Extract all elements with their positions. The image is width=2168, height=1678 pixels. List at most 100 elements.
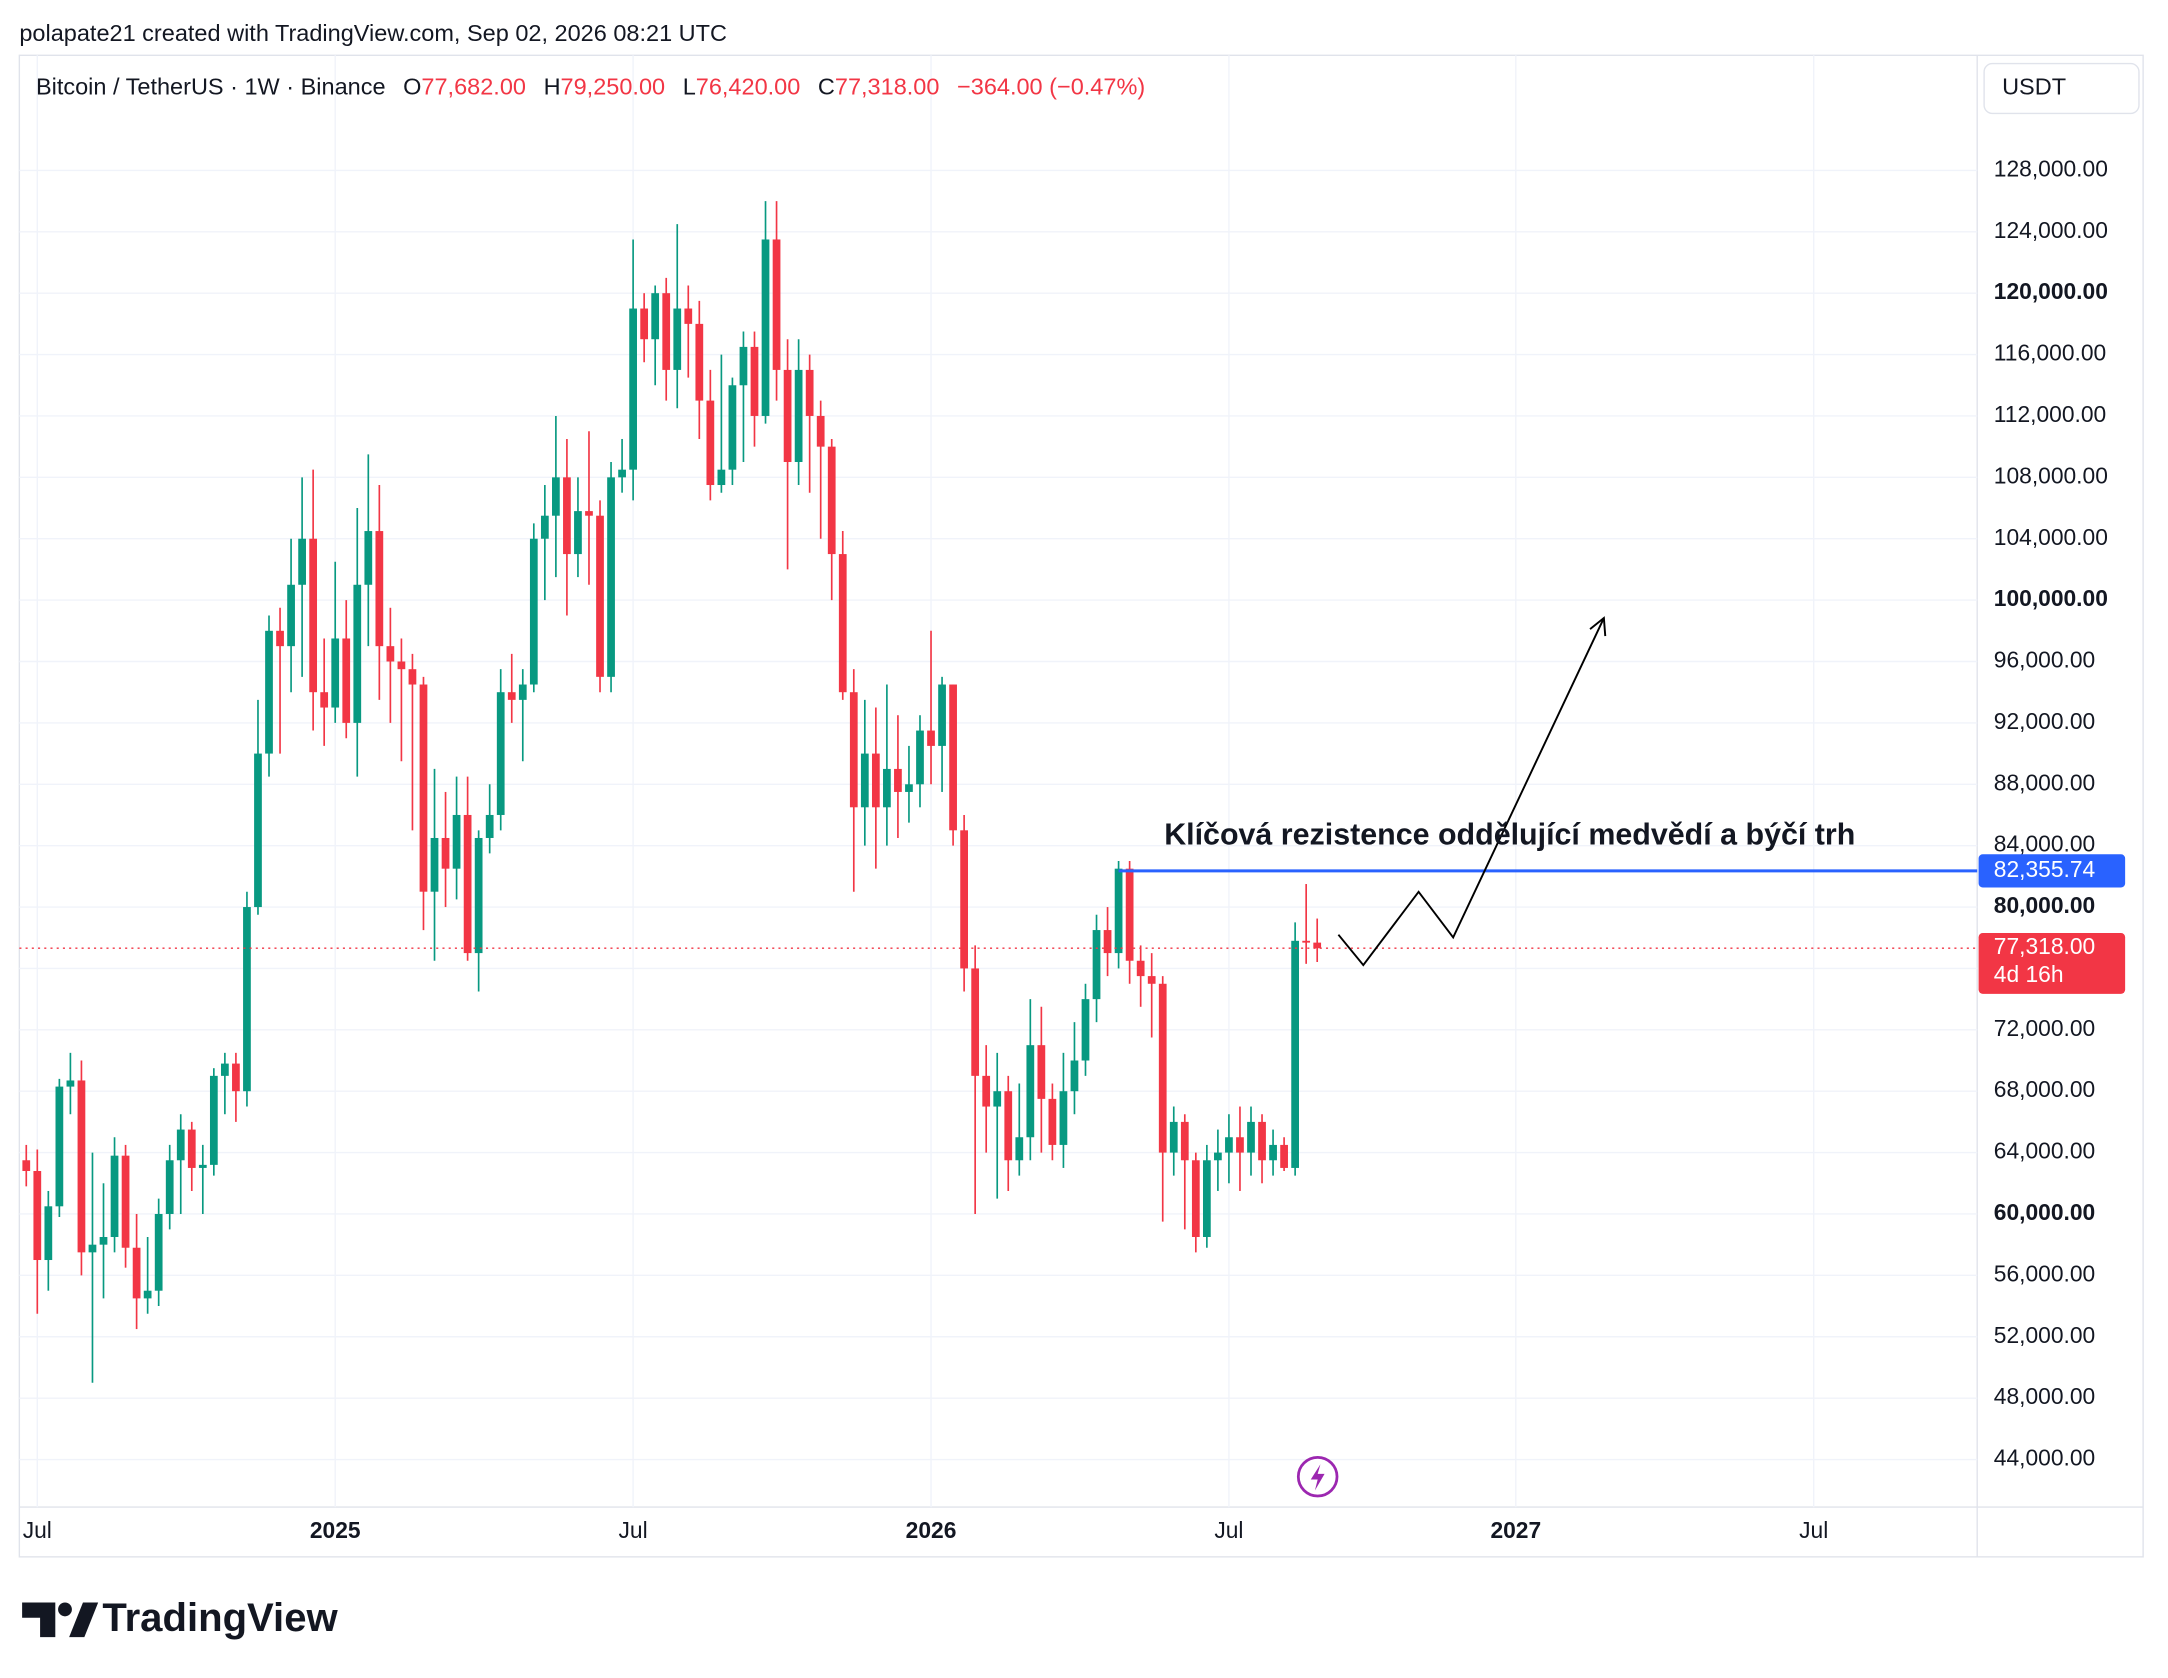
candle-body [916,730,924,785]
candle-body [805,369,814,416]
y-tick-label: 108,000.00 [1994,462,2108,488]
y-tick-label: 128,000.00 [1994,155,2108,181]
candle-body [783,369,792,462]
logo-dot [58,1602,72,1617]
candle-body [1313,942,1322,949]
chart-frame [18,54,2144,1558]
y-tick-label: 84,000.00 [1994,831,2095,857]
candle-body [894,768,902,792]
candle-body [1236,1137,1244,1153]
candle-body [331,638,340,708]
candle-body [1114,868,1123,954]
candles [22,201,1322,1383]
countdown: 4d 16h [1994,961,2064,987]
candle-body [772,239,781,370]
candle-body [540,515,549,539]
candle-body [77,1080,86,1253]
legend-value: 77,682.00 [421,74,526,100]
candle-body [463,814,472,954]
x-tick-label: 2026 [906,1517,957,1543]
candle-body [485,814,494,838]
candle-body [728,385,737,470]
candle-body [276,630,284,647]
candle-body [529,538,538,685]
candle-body [739,346,748,386]
y-tick-label: 88,000.00 [1994,769,2095,795]
candle-body [1125,868,1134,961]
y-tick-label: 72,000.00 [1994,1015,2095,1041]
candle-body [982,1075,991,1107]
candle-body [651,293,660,340]
legend-key: L [683,74,696,100]
candle-body [905,784,913,792]
candle-body [1092,930,1101,1000]
candle-body [1070,1060,1079,1092]
candle-body [552,477,560,516]
candle-body [176,1129,185,1161]
candle-body [938,684,946,746]
legend-symbol: Bitcoin / TetherUS · 1W · Binance [36,74,386,100]
legend-value: 79,250.00 [561,74,666,100]
currency-button[interactable] [1983,62,2140,115]
candle-body [121,1155,130,1248]
annotation: Klíčová rezistence oddělující medvědí a … [1164,818,1855,852]
candle-body [187,1129,196,1168]
candle-body [1048,1098,1057,1145]
candle-body [761,239,770,416]
candle-body [1291,940,1300,1168]
legend-key: H [544,74,561,100]
candle-body [165,1160,174,1214]
candle-body [960,830,968,969]
candle-body [750,346,759,416]
y-tick-label: 68,000.00 [1994,1076,2095,1102]
candle-body [1015,1137,1024,1161]
candle-body [221,1063,229,1076]
y-tick-label: 124,000.00 [1994,217,2108,243]
candle-body [1225,1137,1233,1153]
candle-body [838,554,847,693]
last-price-label: 77,318.00 [1994,933,2095,959]
candle-body [1081,999,1090,1061]
candle-body [1103,930,1112,954]
candle-body [827,446,836,555]
candle-body [585,511,593,516]
candle-body [596,515,604,677]
candle-body [154,1213,163,1291]
candle-body [254,753,262,908]
candle-body [563,477,571,555]
x-tick-label: Jul [619,1517,648,1543]
legend-key: C [818,74,835,100]
legend-value: 77,318.00 [835,74,940,100]
candle-body [971,968,980,1076]
y-tick-label: 96,000.00 [1994,647,2095,673]
legend-change: −364.00 (−0.47%) [957,74,1145,100]
candle-body [99,1236,108,1245]
candle-body [441,837,450,869]
brand: TradingView [102,1596,338,1640]
candle-body [706,400,715,486]
candle-body [243,907,251,1092]
candle-body [717,469,726,486]
candle-body [993,1091,1002,1107]
candle-body [927,730,935,746]
candle-body [386,646,395,662]
candle-body [287,584,295,647]
candle-body [1136,960,1145,977]
candle-body [298,538,306,585]
candle-body [232,1063,240,1092]
currency[interactable]: USDT [2002,74,2066,100]
candle-body [1191,1160,1200,1237]
candle-body [342,638,351,723]
candle-body [320,692,329,708]
x-tick-label: Jul [1214,1517,1243,1543]
candle-body [1158,983,1167,1153]
arrow-head [1589,616,1607,637]
candle-body [143,1290,152,1299]
candle-body [1147,976,1156,984]
candle-body [1247,1121,1255,1153]
x-tick-label: Jul [1799,1517,1828,1543]
candle-body [860,753,869,808]
last-price-tag [1978,932,2126,994]
y-tick-label: 92,000.00 [1994,708,2095,734]
candle-body [33,1171,42,1261]
